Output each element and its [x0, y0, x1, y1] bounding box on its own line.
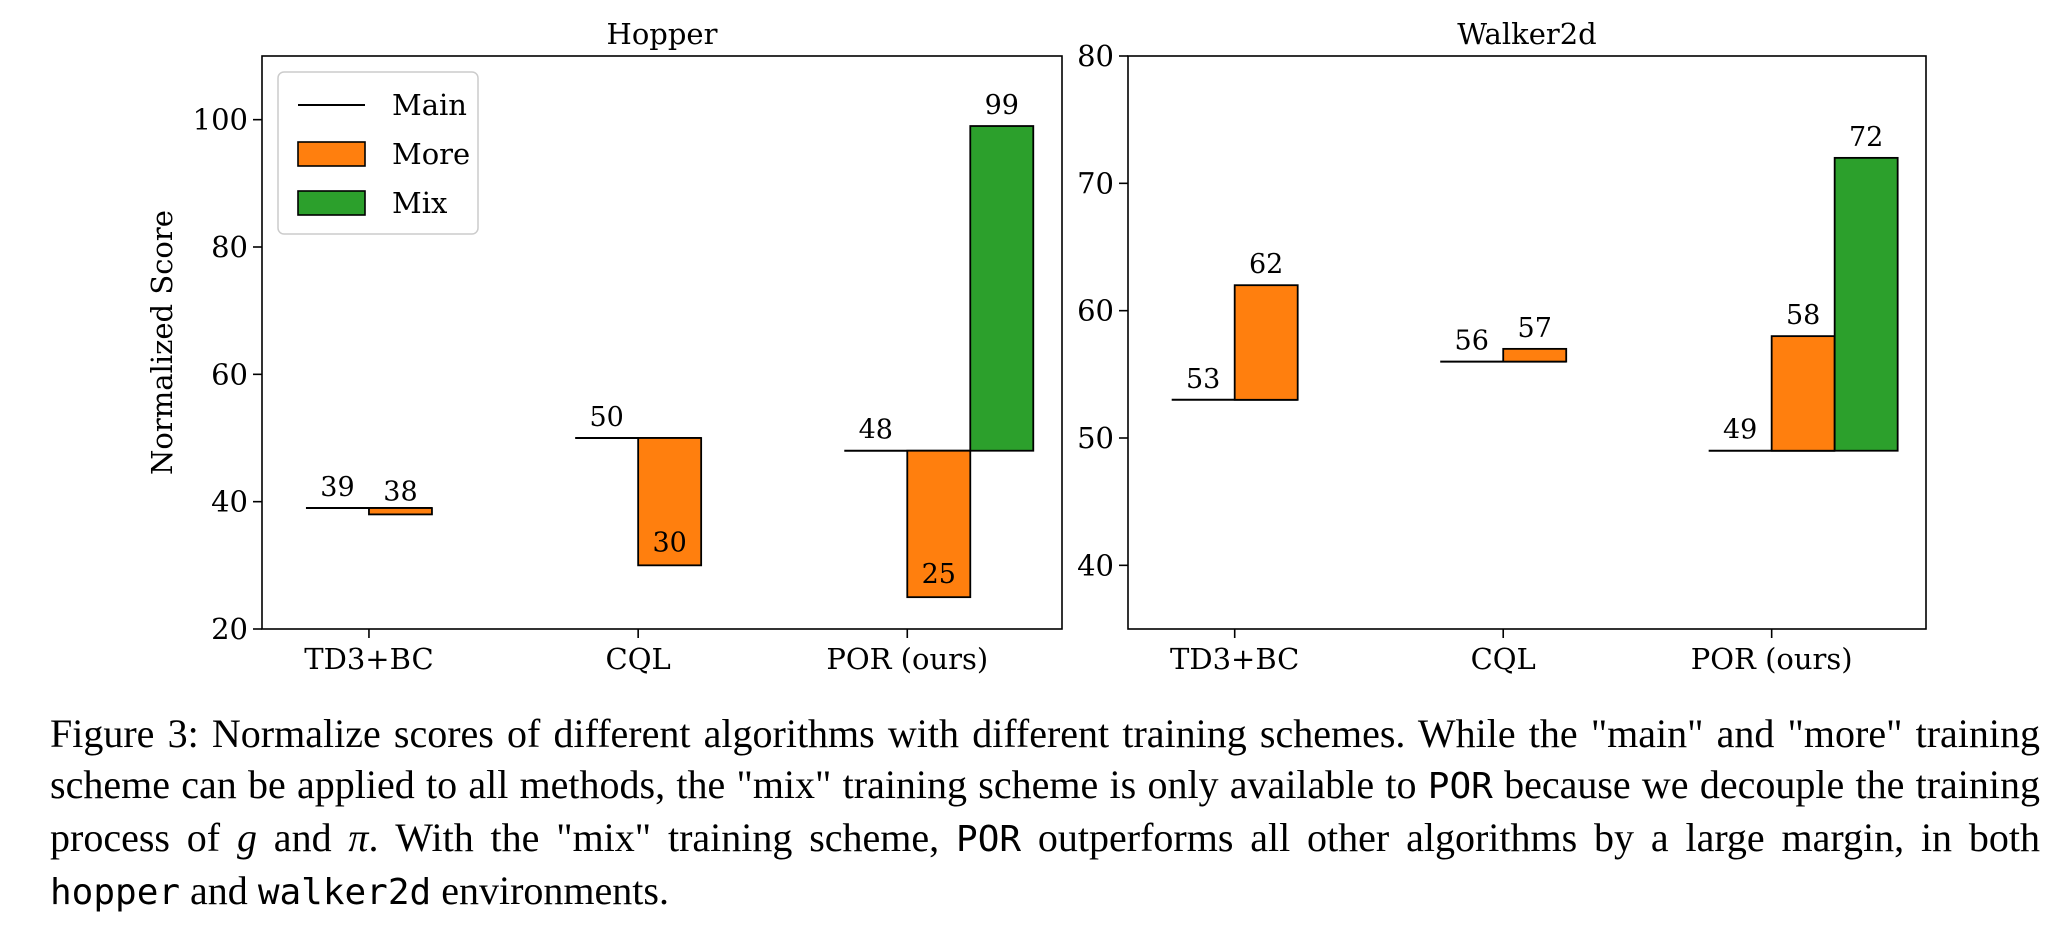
plot-frame [1127, 55, 1927, 630]
y-tick-label: 20 [211, 612, 248, 646]
more-bar [1233, 284, 1299, 401]
caption-var-g: g [236, 815, 257, 860]
more-value-label: 30 [652, 527, 686, 558]
x-tick-label: POR (ours) [826, 642, 988, 676]
mix-value-label: 99 [985, 90, 1019, 121]
y-tick-label: 80 [1077, 39, 1114, 73]
y-tick-label: 50 [1077, 421, 1114, 455]
caption-text-2: because we decouple the training process… [50, 762, 2040, 860]
more-value-label: 58 [1786, 300, 1820, 331]
more-bar [1770, 335, 1836, 452]
mix-bar [969, 125, 1035, 452]
caption-code-walker2d: walker2d [257, 872, 432, 913]
more-value-label: 57 [1518, 313, 1552, 344]
legend-swatch-mix [297, 190, 366, 216]
caption-text-4: outperforms all other algorithms by a la… [1021, 815, 2041, 860]
mix-value-label: 72 [1849, 122, 1883, 153]
caption-code-hopper: hopper [50, 872, 181, 913]
more-bar [637, 437, 703, 567]
chart-walker2d: Walker2d 40 50 60 70 80 TD3+BC 53 62 CQL 56 57 POR (… [1077, 17, 1927, 676]
legend-label-main: Main [392, 88, 467, 122]
main-value-label: 53 [1186, 364, 1220, 395]
plot-frame [261, 55, 1063, 630]
x-tick-label: TD3+BC [304, 642, 433, 676]
more-bar [368, 507, 433, 516]
y-axis-label: Normalized Score [145, 210, 179, 475]
caption-text-and: and [256, 815, 349, 860]
legend-swatch-more [297, 141, 366, 167]
more-value-label: 25 [922, 559, 956, 590]
x-tick-label: CQL [1471, 642, 1536, 676]
main-value-label: 56 [1455, 326, 1489, 357]
main-value-label: 50 [589, 402, 623, 433]
legend-label-more: More [392, 137, 470, 171]
chart-hopper: Hopper 20 40 60 80 100 Normalized Score TD3+BC 3… [145, 17, 1063, 676]
x-tick-label: CQL [606, 642, 671, 676]
more-bar [1502, 347, 1568, 363]
caption-text-3: . With the "mix" training scheme, [368, 815, 957, 860]
more-value-label: 62 [1249, 249, 1283, 280]
caption-code-por-2: POR [956, 819, 1022, 860]
caption-text-5: environments. [431, 868, 669, 913]
more-value-label: 38 [383, 476, 417, 507]
main-value-label: 48 [859, 415, 893, 446]
mix-bar [1833, 156, 1899, 452]
legend-label-mix: Mix [392, 186, 447, 220]
y-tick-label: 100 [193, 103, 248, 137]
chart-title: Walker2d [1457, 17, 1596, 51]
y-tick-label: 60 [1077, 294, 1114, 328]
more-bar [906, 449, 972, 599]
figure-charts: Hopper 20 40 60 80 100 Normalized Score TD3+BC 3… [145, 17, 1927, 676]
caption-text-and-2: and [180, 868, 258, 913]
y-tick-label: 60 [211, 357, 248, 391]
main-value-label: 49 [1723, 415, 1757, 446]
y-tick-label: 80 [211, 230, 248, 264]
main-value-label: 39 [320, 472, 354, 503]
caption-code-por: POR [1427, 766, 1493, 807]
x-tick-label: POR (ours) [1691, 642, 1853, 676]
caption-var-pi: π [348, 815, 369, 860]
y-tick-label: 70 [1077, 166, 1114, 200]
x-tick-label: TD3+BC [1170, 642, 1299, 676]
chart-title: Hopper [607, 17, 718, 51]
y-tick-label: 40 [1077, 548, 1114, 582]
y-tick-label: 40 [211, 485, 248, 519]
figure-caption: Figure 3: Normalize scores of different … [50, 708, 2040, 918]
caption-text-1: Figure 3: Normalize scores of different … [50, 711, 2040, 807]
